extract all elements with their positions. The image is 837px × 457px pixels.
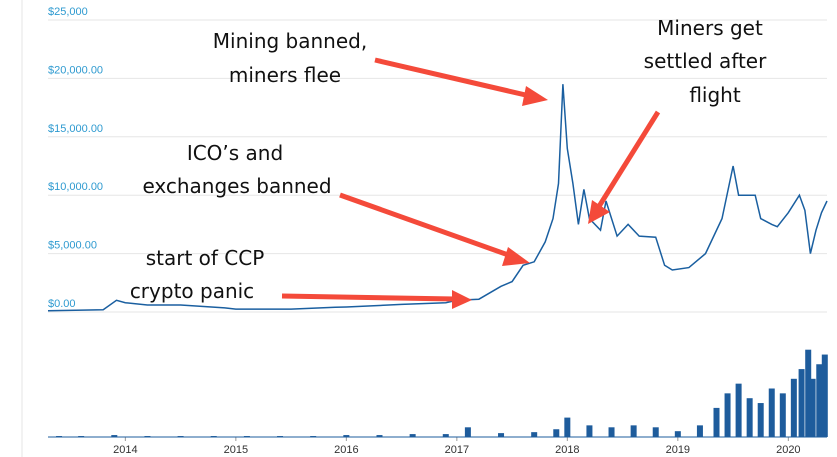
arrow <box>281 293 456 302</box>
volume-bar <box>746 398 753 437</box>
volume-bar <box>376 435 383 437</box>
volume-bar <box>277 436 284 437</box>
volume-bar <box>56 436 63 437</box>
volume-bar <box>343 435 350 437</box>
annotation: miners flee <box>229 63 341 87</box>
volume-bar <box>464 427 471 437</box>
volume-bar <box>696 425 703 437</box>
volume-bar <box>779 393 786 437</box>
annotation: start of CCP <box>146 246 265 270</box>
volume-bar <box>498 433 505 437</box>
x-tick-label: 2018 <box>555 444 579 456</box>
x-tick-label: 2017 <box>445 444 469 456</box>
annotation: crypto panic <box>130 279 254 303</box>
volume-bar <box>713 407 720 437</box>
arrow <box>374 57 531 99</box>
arrow-head <box>588 200 610 224</box>
volume-bar <box>564 417 571 437</box>
x-tick-label: 2019 <box>666 444 690 456</box>
arrow-head <box>522 86 548 106</box>
volume-bar <box>210 436 217 437</box>
volume-bar <box>816 364 823 437</box>
volume-bar <box>586 425 593 437</box>
volume-bar <box>768 388 775 437</box>
volume-bar <box>630 425 637 437</box>
volume-bar <box>310 436 317 437</box>
x-tick-label: 2015 <box>224 444 248 456</box>
x-tick-label: 2014 <box>113 444 137 456</box>
x-tick-label: 2016 <box>334 444 358 456</box>
volume-bar <box>821 354 828 437</box>
volume-bar <box>798 369 805 437</box>
x-tick-label: 2020 <box>776 444 800 456</box>
annotation: ICO’s and <box>187 141 283 165</box>
annotation: settled after <box>644 49 767 73</box>
arrow <box>339 192 515 260</box>
volume-bar <box>243 436 250 437</box>
volume-bar <box>78 436 85 437</box>
volume-bar <box>809 378 816 437</box>
volume-bar <box>757 403 764 437</box>
volume-bar <box>553 429 560 437</box>
y-tick-label: $15,000.00 <box>48 123 103 135</box>
volume-bar <box>724 393 731 437</box>
price-line <box>47 84 828 312</box>
volume-bar <box>790 378 797 437</box>
volume-bar <box>674 431 681 437</box>
volume-bar <box>805 349 812 437</box>
y-tick-label: $20,000.00 <box>48 64 103 76</box>
volume-bar <box>144 436 151 437</box>
volume-bar <box>531 432 538 437</box>
y-tick-label: $5,000.00 <box>48 240 97 252</box>
annotation: Mining banned, <box>213 29 367 53</box>
annotation: exchanges banned <box>142 174 331 198</box>
volume-bar <box>177 436 184 437</box>
y-tick-label: $10,000.00 <box>48 181 103 193</box>
y-tick-label: $0.00 <box>48 298 76 310</box>
annotation: flight <box>689 83 741 107</box>
volume-bar <box>608 427 615 437</box>
volume-bar <box>735 383 742 437</box>
arrow-head <box>452 290 472 309</box>
volume-bar <box>652 427 659 437</box>
volume-bar <box>409 434 416 437</box>
volume-bar <box>442 434 449 437</box>
y-tick-label: $25,000 <box>48 6 88 18</box>
arrows <box>281 57 661 309</box>
arrow <box>595 110 661 210</box>
annotation: Miners get <box>657 16 763 40</box>
arrow-head <box>502 247 530 266</box>
volume-bar <box>111 435 118 437</box>
